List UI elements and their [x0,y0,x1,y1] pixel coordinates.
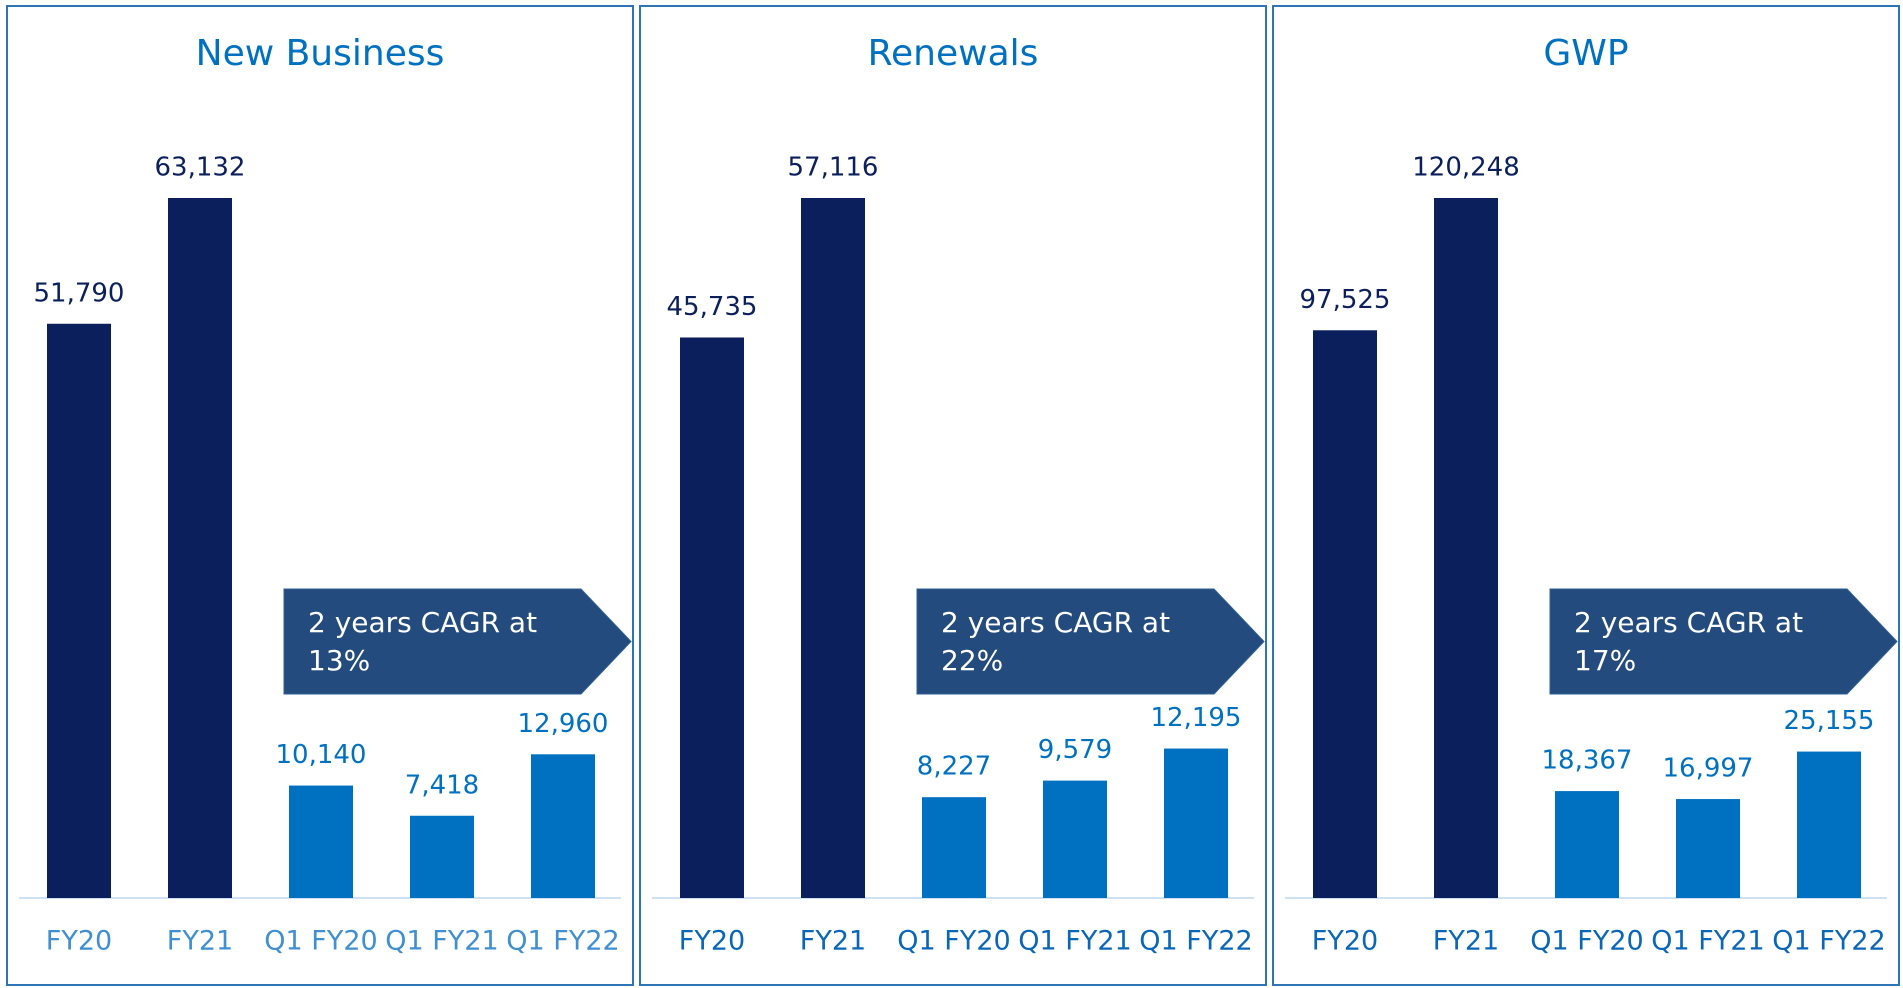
bar [47,323,111,898]
category-label: Q1 FY20 [1530,926,1643,957]
category-label: Q1 FY21 [1018,926,1131,957]
category-label: Q1 FY22 [506,926,619,957]
category-label: Q1 FY20 [897,926,1010,957]
value-label: 16,997 [1663,754,1754,784]
bar [531,754,595,898]
category-label: FY20 [679,926,745,957]
bar [801,198,865,898]
value-label: 57,116 [788,153,879,183]
value-label: 10,140 [276,740,367,770]
annotation: 2 years CAGR at 13% [308,606,538,677]
panel-title: Renewals [868,33,1039,74]
category-label: Q1 FY20 [264,926,377,957]
bar [168,198,232,898]
category-label: FY21 [167,926,233,957]
category-label: Q1 FY21 [1651,926,1764,957]
bar [1164,748,1228,898]
value-label: 9,579 [1038,735,1112,765]
value-label: 25,155 [1784,706,1875,736]
bar [680,337,744,899]
annotation: 2 years CAGR at 17% [1574,606,1804,677]
bar [410,815,474,898]
category-label: FY21 [1433,926,1499,957]
value-label: 18,367 [1542,746,1633,776]
category-label: FY20 [1312,926,1378,957]
panel-border [6,5,634,986]
category-label: FY21 [800,926,866,957]
category-label: FY20 [46,926,112,957]
annotation-arrow [283,588,632,695]
bar [1676,799,1740,898]
value-label: 63,132 [155,153,246,183]
value-label: 97,525 [1300,285,1391,315]
bar [1313,330,1377,898]
value-label: 7,418 [405,770,479,800]
category-label: Q1 FY21 [385,926,498,957]
bar [1043,780,1107,898]
panel-title: GWP [1543,33,1628,74]
annotation: 2 years CAGR at 22% [941,606,1171,677]
value-label: 51,790 [34,278,125,308]
annotation-arrow [916,588,1265,695]
annotation-arrow [1549,588,1898,695]
category-label: Q1 FY22 [1772,926,1885,957]
value-label: 12,960 [518,709,609,739]
bar [289,785,353,898]
panel-border [639,5,1267,986]
value-label: 12,195 [1151,703,1242,733]
bar [922,797,986,898]
panel-title: New Business [196,33,445,74]
bar [1797,751,1861,898]
bar [1434,198,1498,898]
bar [1555,791,1619,898]
value-label: 8,227 [917,752,991,782]
value-label: 45,735 [667,292,758,322]
value-label: 120,248 [1412,153,1520,183]
category-label: Q1 FY22 [1139,926,1252,957]
panel-border [1272,5,1900,986]
